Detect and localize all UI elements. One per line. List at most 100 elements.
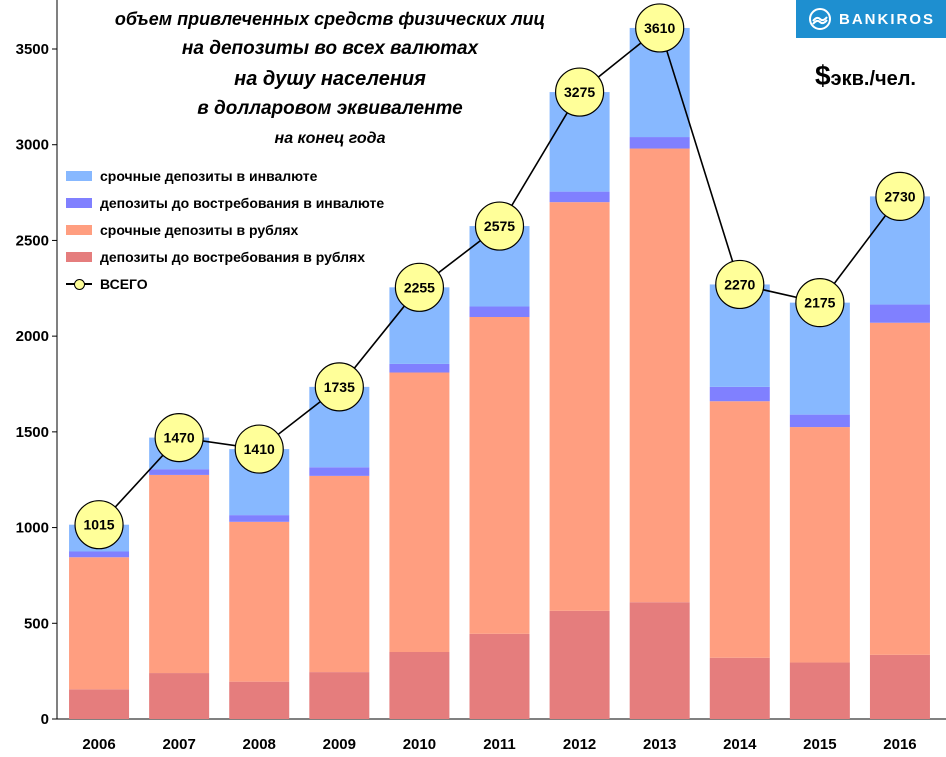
total-data-label: 2175 <box>804 295 835 311</box>
bar-demand-fx <box>549 191 610 203</box>
legend-swatch-term-rub <box>66 224 92 235</box>
bar-demand-rub <box>709 657 770 719</box>
bar-demand-fx <box>389 363 450 373</box>
total-point-marker <box>314 362 364 412</box>
total-data-label: 1410 <box>244 441 275 457</box>
legend-item-total: ВСЕГО <box>66 270 384 297</box>
x-tick-label: 2014 <box>723 736 757 753</box>
legend-label-demand-rub: депозиты до востребования в рублях <box>100 248 366 265</box>
unit-symbol: $ <box>814 60 831 91</box>
total-point-marker <box>154 413 204 463</box>
bar-demand-fx <box>149 469 210 475</box>
total-data-label: 3610 <box>644 20 675 36</box>
total-point-marker <box>554 67 605 117</box>
y-tick-label: 2500 <box>16 232 49 249</box>
bar-demand-fx <box>789 414 850 428</box>
bar-term-rub <box>229 521 290 682</box>
x-tick-label: 2008 <box>243 736 276 753</box>
bar-term-rub <box>709 401 770 658</box>
total-data-label: 2255 <box>404 279 435 295</box>
bars-layer <box>69 27 930 719</box>
x-tick-label: 2006 <box>82 736 115 753</box>
bar-demand-fx <box>629 137 690 149</box>
total-point-marker <box>635 3 685 53</box>
y-tick-label: 2000 <box>16 328 49 345</box>
legend-item-demand-rub: депозиты до востребования в рублях <box>66 243 384 270</box>
legend-item-term-rub: срочные депозиты в рублях <box>66 216 384 243</box>
legend-item-term-fx: срочные депозиты в инвалюте <box>66 162 384 189</box>
total-data-label: 2575 <box>484 218 515 234</box>
bar-demand-rub <box>549 610 610 719</box>
total-point-marker <box>715 259 765 310</box>
x-tick-label: 2009 <box>323 736 356 753</box>
x-tick-label: 2007 <box>162 736 195 753</box>
total-point-marker <box>474 201 525 251</box>
bar-demand-rub <box>629 602 690 719</box>
axes: 0 500 1000 1500 2000 2500 3000 3500 2006 2007 2008… <box>16 0 946 753</box>
legend-swatch-term-fx <box>66 170 92 181</box>
x-tick-label: 2010 <box>403 736 436 753</box>
bar-demand-rub <box>149 673 210 719</box>
bankiros-logo: BANKIROS <box>796 0 946 38</box>
bar-term-rub <box>789 427 850 663</box>
y-tick-label: 3000 <box>16 137 49 154</box>
x-tick-label: 2015 <box>803 736 836 753</box>
y-tick-label: 0 <box>41 711 49 728</box>
bankiros-logo-icon <box>808 8 831 30</box>
legend: срочные депозиты в инвалюте депозиты до … <box>66 162 384 297</box>
bar-term-rub <box>549 202 610 611</box>
legend-label-term-fx: срочные депозиты в инвалюте <box>100 167 318 184</box>
y-tick-label: 3500 <box>16 41 49 58</box>
bar-term-rub <box>149 474 210 674</box>
bar-demand-rub <box>469 633 530 719</box>
x-tick-label: 2013 <box>643 736 676 753</box>
bar-term-rub <box>309 475 370 673</box>
bar-demand-fx <box>709 386 770 402</box>
bar-demand-rub <box>389 652 450 719</box>
total-point-marker <box>74 500 124 550</box>
total-data-label: 2730 <box>884 188 915 204</box>
x-tick-label: 2011 <box>483 736 516 753</box>
title-line-3: на душу населения <box>234 68 426 90</box>
y-tick-label: 1500 <box>16 424 49 441</box>
total-point-marker <box>234 424 284 474</box>
unit-text: экв./чел. <box>830 68 916 90</box>
total-point-marker <box>875 171 925 221</box>
logo-text: BANKIROS <box>838 10 935 28</box>
total-data-label: 2270 <box>724 276 755 292</box>
bar-term-rub <box>69 557 130 690</box>
x-tick-label: 2016 <box>883 736 916 753</box>
legend-swatch-demand-fx <box>66 197 92 208</box>
bar-demand-rub <box>309 672 370 719</box>
total-data-label: 3275 <box>564 84 595 100</box>
total-point-marker <box>795 278 845 328</box>
bar-demand-rub <box>229 681 290 719</box>
legend-swatch-demand-rub <box>66 251 92 262</box>
total-data-label: 1470 <box>164 430 195 446</box>
bar-demand-rub <box>789 662 850 719</box>
total-data-label: 1735 <box>324 379 355 395</box>
bar-demand-rub <box>869 654 930 719</box>
legend-swatch-total <box>66 278 92 290</box>
title-line-1: объем привлеченных средств физических ли… <box>114 9 546 29</box>
bar-term-rub <box>469 317 530 634</box>
total-line-layer: 1015 1470 1410 1735 2255 2575 3275 3610 2270 2175… <box>74 3 925 550</box>
y-tick-label: 1000 <box>16 520 49 537</box>
y-tick-label: 500 <box>24 615 49 632</box>
bar-term-rub <box>389 372 450 652</box>
legend-label-total: ВСЕГО <box>100 275 148 292</box>
chart-title: объем привлеченных средств физических ли… <box>60 4 600 154</box>
unit-label: $экв./чел. <box>815 60 916 92</box>
title-line-4: в долларовом эквиваленте <box>197 98 463 119</box>
bar-demand-fx <box>69 551 130 558</box>
bar-demand-fx <box>469 306 530 317</box>
title-line-2: на депозиты во всех валютах <box>181 38 479 59</box>
total-point-marker <box>394 262 445 312</box>
title-line-5: на конец года <box>274 130 386 147</box>
bar-demand-fx <box>309 467 370 476</box>
bar-demand-fx <box>229 515 290 522</box>
bar-term-rub <box>629 148 690 603</box>
legend-label-demand-fx: депозиты до востребования в инвалюте <box>100 194 385 211</box>
legend-label-term-rub: срочные депозиты в рублях <box>100 221 299 238</box>
